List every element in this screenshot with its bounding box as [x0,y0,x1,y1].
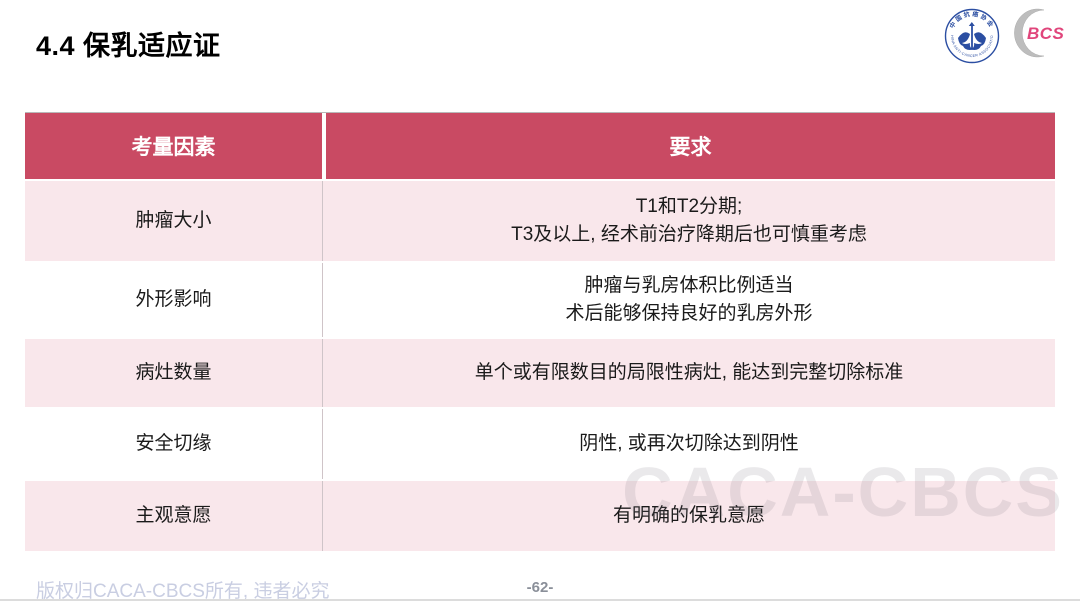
requirement-line: T3及以上, 经术前治疗降期后也可慎重考虑 [511,224,867,245]
requirement-cell: T1和T2分期; T3及以上, 经术前治疗降期后也可慎重考虑 [323,181,1055,261]
requirement-line: 肿瘤与乳房体积比例适当 [584,275,794,297]
requirement-line: T1和T2分期; [635,196,743,218]
table-row: 肿瘤大小 T1和T2分期; T3及以上, 经术前治疗降期后也可慎重考虑 [25,179,1055,261]
bcs-logo-text: BCS [1027,24,1065,43]
factor-cell: 安全切缘 [25,409,323,479]
table-row: 病灶数量 单个或有限数目的局限性病灶, 能达到完整切除标准 [25,337,1055,407]
table-row: 主观意愿 有明确的保乳意愿 [25,479,1055,551]
table-header-row: 考量因素 要求 [25,113,1055,179]
bcs-logo: BCS [1014,8,1066,60]
copyright-text: 版权归CACA-CBCS所有, 违者必究 [36,581,330,602]
requirement-line: 术后能够保持良好的乳房外形 [565,303,813,324]
bcs-crescent-icon [1014,8,1045,58]
requirement-line: 单个或有限数目的局限性病灶, 能达到完整切除标准 [474,362,904,384]
logo-group: 中国抗癌协会 CHINA ANTI-CANCER ASSOCIATION BCS [944,8,1066,64]
factor-cell: 病灶数量 [25,339,323,407]
bottom-divider [0,599,1080,601]
factor-cell: 外形影响 [25,263,323,337]
requirement-line: 阴性, 或再次切除达到阴性 [579,433,799,455]
column-header-factor: 考量因素 [25,113,326,179]
factor-cell: 主观意愿 [25,481,323,551]
indications-table: 考量因素 要求 肿瘤大小 T1和T2分期; T3及以上, 经术前治疗降期后也可慎重考… [25,112,1055,551]
page-title: 4.4 保乳适应证 [36,31,221,61]
requirement-cell: 单个或有限数目的局限性病灶, 能达到完整切除标准 [323,339,1055,407]
requirement-line: 有明确的保乳意愿 [612,505,765,527]
factor-cell: 肿瘤大小 [25,181,323,261]
table-row: 安全切缘 阴性, 或再次切除达到阴性 [25,407,1055,479]
requirement-cell: 有明确的保乳意愿 [323,481,1055,551]
caca-association-logo-icon: 中国抗癌协会 CHINA ANTI-CANCER ASSOCIATION [944,8,1000,64]
requirement-cell: 肿瘤与乳房体积比例适当 术后能够保持良好的乳房外形 [323,263,1055,337]
table-body: 肿瘤大小 T1和T2分期; T3及以上, 经术前治疗降期后也可慎重考虑 外形影响 肿瘤与… [25,179,1055,551]
requirement-cell: 阴性, 或再次切除达到阴性 [323,409,1055,479]
column-header-requirement: 要求 [326,113,1055,179]
table-row: 外形影响 肿瘤与乳房体积比例适当 术后能够保持良好的乳房外形 [25,261,1055,337]
page-number: -62- [526,579,554,596]
